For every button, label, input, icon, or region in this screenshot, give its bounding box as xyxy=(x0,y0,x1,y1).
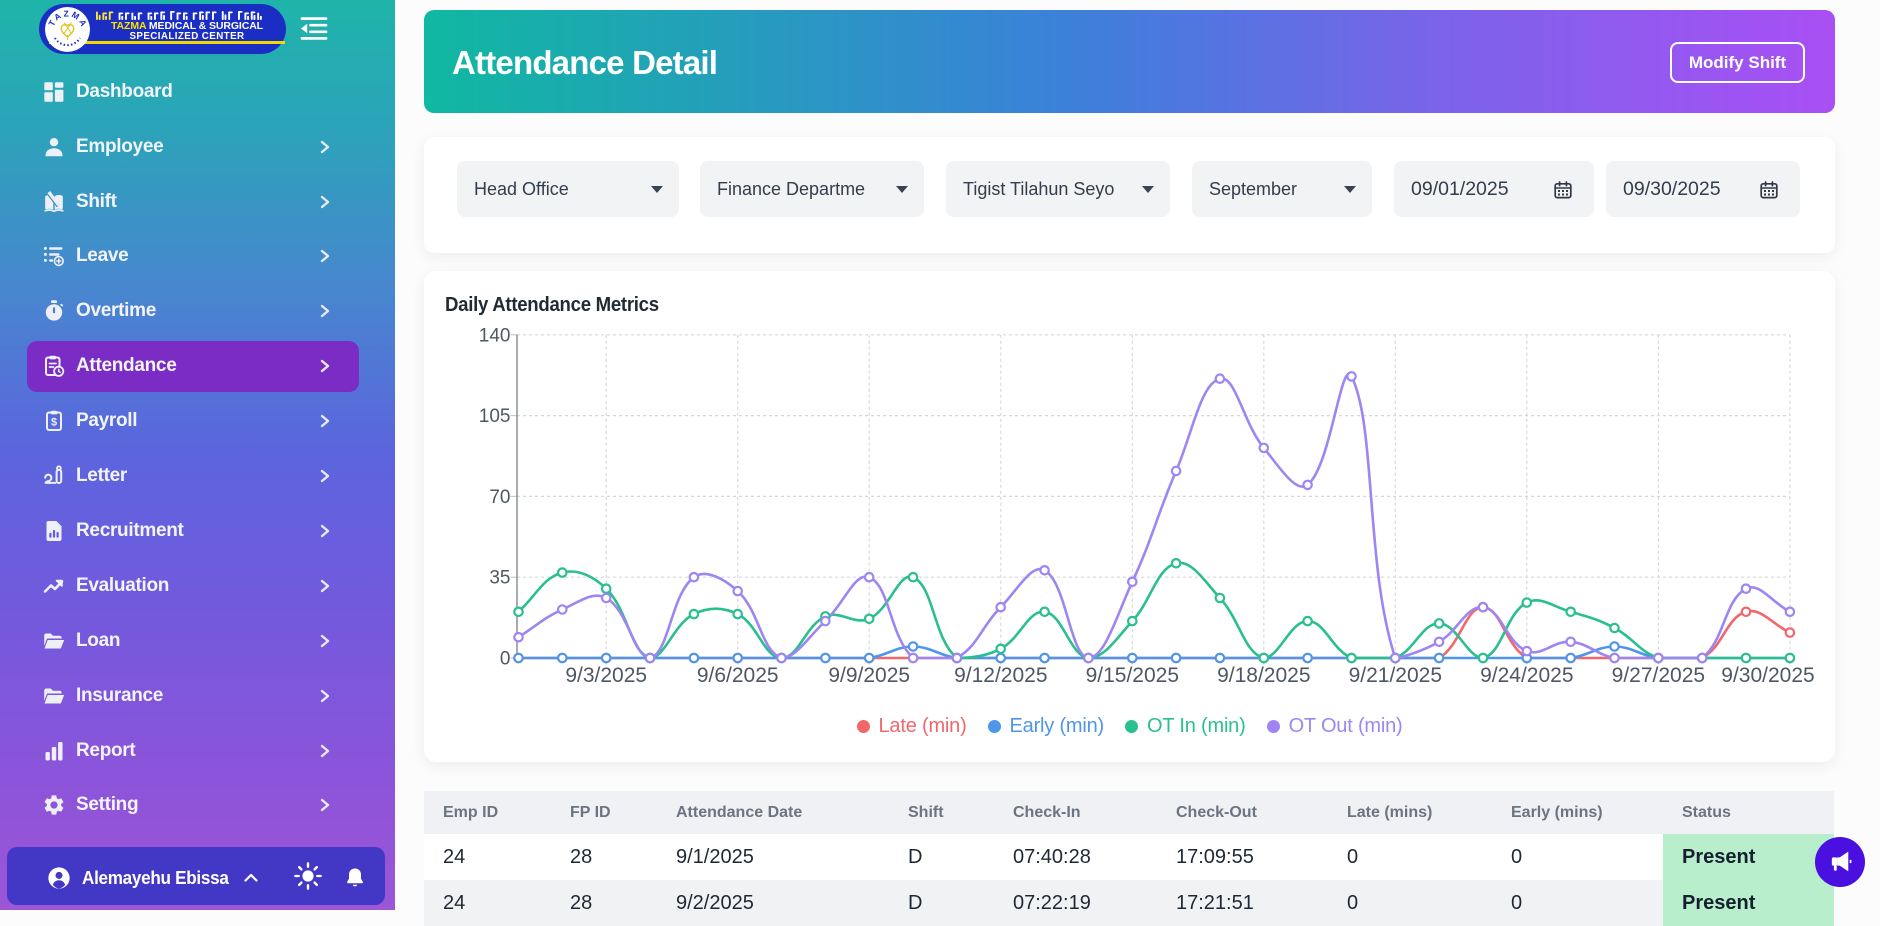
svg-text:140: 140 xyxy=(479,325,511,346)
svg-text:9/6/2025: 9/6/2025 xyxy=(697,664,779,687)
svg-text:105: 105 xyxy=(479,406,511,427)
svg-text:70: 70 xyxy=(489,487,510,508)
svg-text:9/9/2025: 9/9/2025 xyxy=(828,664,910,687)
svg-text:9/3/2025: 9/3/2025 xyxy=(565,664,647,687)
svg-text:9/27/2025: 9/27/2025 xyxy=(1612,664,1705,687)
svg-text:0: 0 xyxy=(500,649,511,670)
svg-text:9/12/2025: 9/12/2025 xyxy=(954,664,1047,687)
svg-text:35: 35 xyxy=(489,568,510,589)
svg-text:9/30/2025: 9/30/2025 xyxy=(1721,664,1814,687)
svg-text:9/21/2025: 9/21/2025 xyxy=(1349,664,1442,687)
svg-text:9/24/2025: 9/24/2025 xyxy=(1480,664,1573,687)
svg-text:$: $ xyxy=(51,417,57,429)
svg-text:9/18/2025: 9/18/2025 xyxy=(1217,664,1310,687)
svg-text:9/15/2025: 9/15/2025 xyxy=(1086,664,1179,687)
